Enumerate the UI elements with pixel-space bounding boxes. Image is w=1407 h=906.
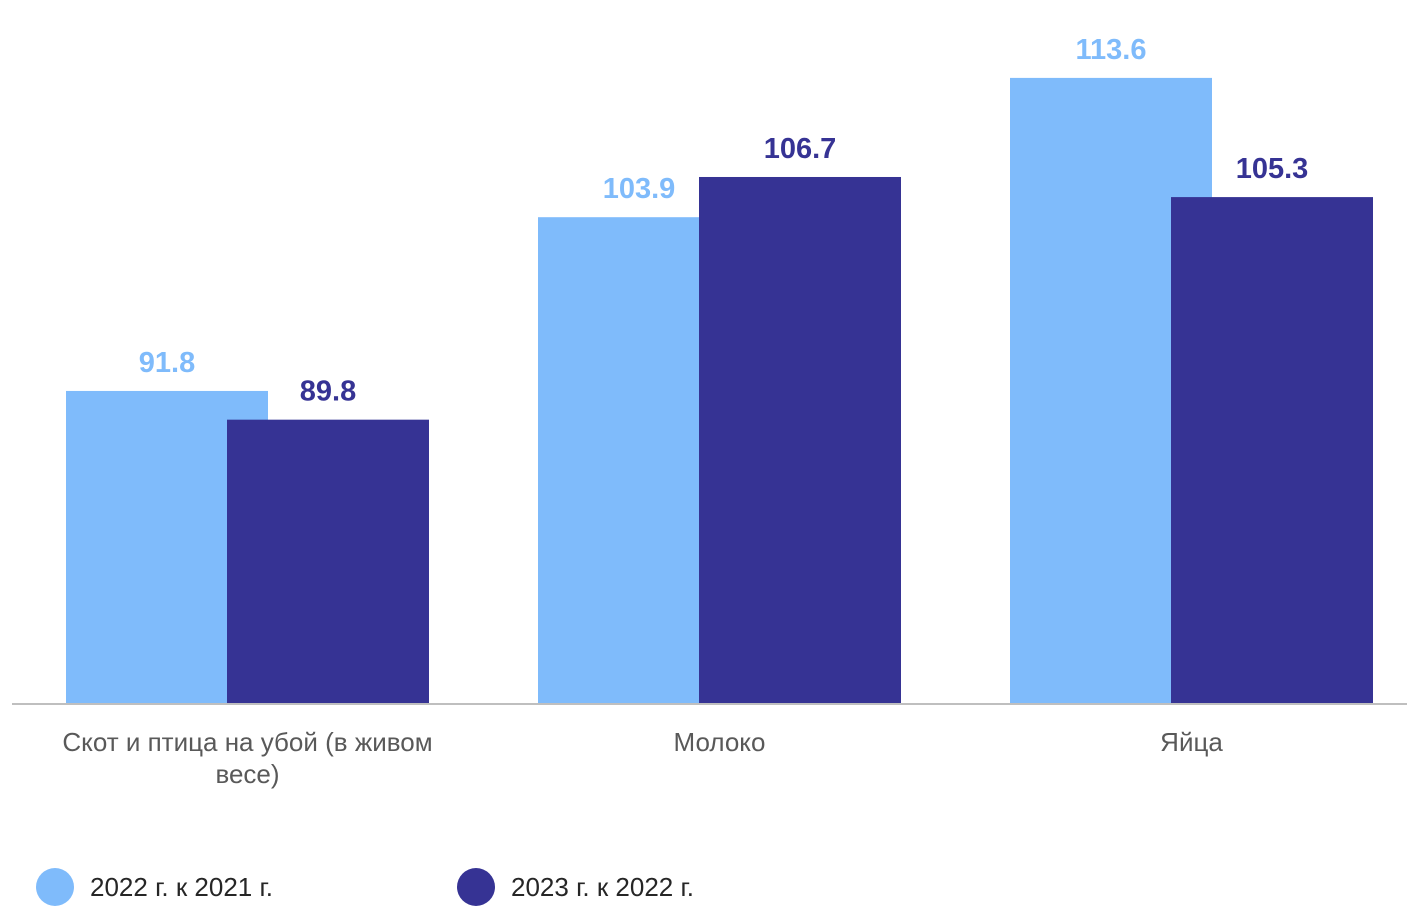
legend-marker-series-2 [457, 868, 495, 906]
category-label-3: Яйца [1160, 727, 1223, 757]
category-label-1: Скот и птица на убой (в живом весе) [62, 727, 432, 789]
data-label-series-1-category-1: 91.8 [139, 347, 195, 379]
legend-item-series-1: 2022 г. к 2021 г. [36, 868, 273, 906]
legend-label-series-1: 2022 г. к 2021 г. [90, 871, 274, 902]
data-label-series-2-category-1: 89.8 [300, 376, 356, 408]
bars-group [66, 77, 1373, 705]
data-label-series-2-category-3: 105.3 [1236, 153, 1309, 185]
bar-labels-group: 91.8 103.9 113.6 89.8 106.7 105.3 [139, 34, 1309, 408]
data-label-series-1-category-2: 103.9 [603, 173, 676, 205]
legend-marker-series-1 [36, 868, 74, 906]
legend-item-series-2: 2023 г. к 2022 г. [457, 868, 694, 906]
bar-series-2-category-2 [699, 176, 901, 704]
bar-series-2-category-1 [227, 419, 429, 704]
category-labels-group: Скот и птица на убой (в живом весе) Молоко… [62, 727, 1223, 789]
data-label-series-1-category-3: 113.6 [1076, 34, 1147, 66]
legend: 2022 г. к 2021 г. 2023 г. к 2022 г. [0, 868, 1407, 906]
data-label-series-2-category-2: 106.7 [764, 133, 837, 165]
bar-series-2-category-3 [1171, 197, 1373, 705]
legend-label-series-2: 2023 г. к 2022 г. [511, 871, 695, 902]
category-label-2: Молоко [674, 727, 766, 757]
